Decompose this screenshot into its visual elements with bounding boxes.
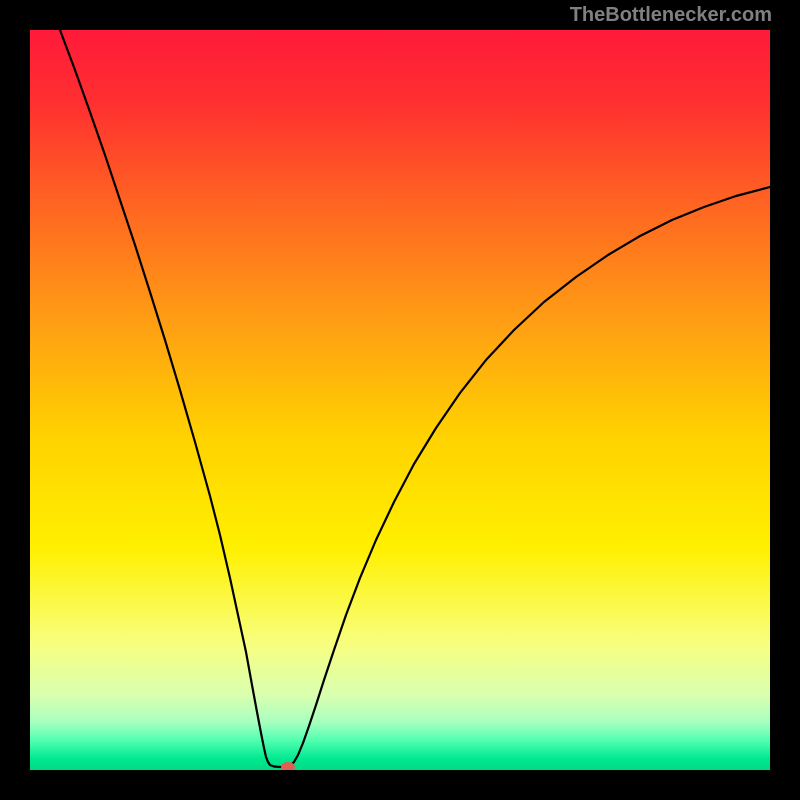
watermark-text: TheBottlenecker.com	[570, 4, 772, 27]
bottleneck-curve	[30, 30, 770, 770]
optimal-point-marker	[281, 762, 295, 770]
chart-frame: TheBottlenecker.com	[0, 0, 800, 800]
plot-area	[30, 30, 770, 770]
